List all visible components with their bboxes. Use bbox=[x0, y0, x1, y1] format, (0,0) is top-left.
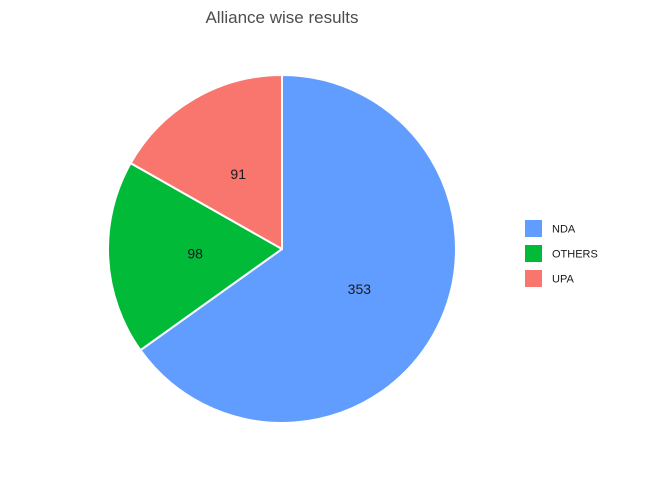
legend: NDA OTHERS UPA bbox=[525, 220, 598, 287]
legend-label-others: OTHERS bbox=[552, 249, 598, 261]
pie-slice-others bbox=[107, 162, 283, 352]
legend-swatch-upa bbox=[525, 270, 542, 287]
slice-label-nda: 353 bbox=[348, 281, 372, 297]
slice-label-others: 98 bbox=[187, 246, 203, 262]
pie-slices bbox=[107, 74, 458, 424]
pie-slice-nda bbox=[139, 74, 458, 424]
pie-slice-upa bbox=[129, 74, 283, 250]
legend-label-nda: NDA bbox=[552, 224, 576, 236]
legend-swatch-others bbox=[525, 245, 542, 262]
pie-slice-labels: 353 98 91 bbox=[187, 166, 371, 297]
slice-label-upa: 91 bbox=[230, 166, 246, 182]
legend-label-upa: UPA bbox=[552, 274, 574, 286]
legend-swatch-nda bbox=[525, 220, 542, 237]
chart-title: Alliance wise results bbox=[205, 8, 358, 27]
